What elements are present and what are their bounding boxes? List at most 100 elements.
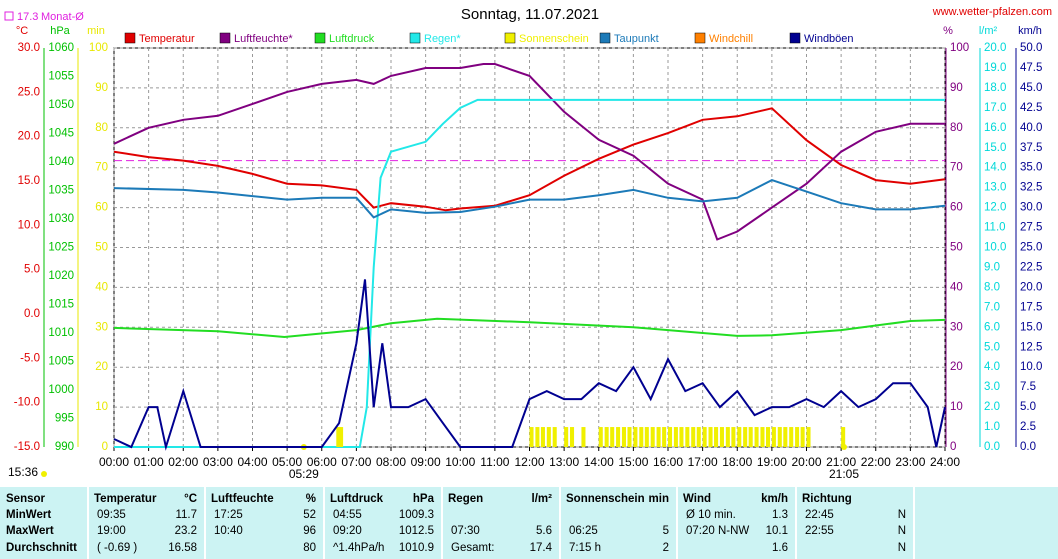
x-tick-label: 16:00 [653, 455, 683, 469]
x-tick-label: 12:00 [514, 455, 544, 469]
legend-label: Sonnenschein [519, 33, 589, 45]
site-link: www.wetter-pfalzen.com [932, 6, 1052, 18]
sunshine-bar [702, 427, 707, 447]
y-tick-label: 70 [950, 162, 963, 174]
y-tick-label: 9.0 [984, 261, 1000, 273]
sunshine-bar [725, 427, 730, 447]
y-tick-label: 12.5 [1020, 341, 1042, 353]
y-tick-label: 1000 [48, 384, 74, 396]
table-cell: 19:00 [97, 525, 126, 537]
y-tick-label: 1020 [48, 270, 74, 282]
sunshine-bar [616, 427, 621, 447]
y-tick-label: 1015 [48, 299, 74, 311]
x-tick-label: 07:00 [341, 455, 371, 469]
legend-label: Taupunkt [614, 33, 659, 45]
y-tick-label: 20 [95, 361, 108, 373]
x-tick-label: 10:00 [445, 455, 475, 469]
table-cell: 16.58 [168, 542, 197, 554]
x-tick-label: 22:00 [861, 455, 891, 469]
table-row-label: MaxWert [6, 525, 54, 537]
sunshine-bar [783, 427, 788, 447]
x-tick-label: 09:00 [411, 455, 441, 469]
sunshine-bar [621, 427, 626, 447]
table-cell: 80 [303, 542, 316, 554]
table-row-label: Sensor [6, 493, 46, 505]
y-tick-label: 2.5 [1020, 421, 1036, 433]
table-cell: 96 [303, 525, 316, 537]
y-tick-label: 0.0 [24, 308, 40, 320]
y-tick-label: 17.5 [1020, 301, 1042, 313]
table-unit: °C [184, 493, 197, 505]
sunshine-bar [662, 427, 667, 447]
x-tick-label: 18:00 [722, 455, 752, 469]
y-tick-label: 15.0 [18, 175, 40, 187]
table-cell: 09:35 [97, 509, 126, 521]
legend-label: Windböen [804, 33, 854, 45]
table-cell: 5.6 [536, 525, 552, 537]
sunshine-bar [668, 427, 673, 447]
y-tick-label: 0.0 [984, 441, 1000, 453]
table-cell: N [898, 509, 906, 521]
sunshine-bar [535, 427, 540, 447]
table-cell: 17.4 [530, 542, 553, 554]
table-cell: 11.7 [175, 509, 197, 521]
y-tick-label: 1055 [48, 71, 74, 83]
table-cell: Ø 10 min. [686, 509, 736, 521]
axis-unit: % [943, 25, 953, 37]
sunshine-bar [696, 427, 701, 447]
table-unit: min [649, 493, 669, 505]
y-tick-label: 1035 [48, 185, 74, 197]
sunshine-bar [691, 427, 696, 447]
legend-swatch [219, 32, 231, 44]
table-cell: 07:30 [451, 525, 480, 537]
legend-swatch [599, 32, 611, 44]
y-tick-label: 10.0 [1020, 361, 1042, 373]
table-unit: % [306, 493, 316, 505]
sunshine-bar [731, 427, 736, 447]
sunshine-bar [743, 427, 748, 447]
sunshine-bar [760, 427, 765, 447]
y-tick-label: 6.0 [984, 321, 1000, 333]
y-tick-label: -15.0 [14, 441, 40, 453]
y-tick-label: 15.0 [984, 142, 1006, 154]
y-tick-label: 19.0 [984, 62, 1006, 74]
y-tick-label: 1005 [48, 356, 74, 368]
sunshine-bar [841, 427, 846, 447]
table-cell: 7:15 h [569, 542, 601, 554]
sunshine-bar [748, 427, 753, 447]
y-tick-label: 5.0 [24, 264, 40, 276]
y-tick-label: 0 [102, 441, 108, 453]
table-cell: 1012.5 [399, 525, 434, 537]
y-tick-label: 50.0 [1020, 42, 1042, 54]
sunshine-bar [650, 427, 655, 447]
sun-marker-label: 21:05 [829, 467, 859, 481]
sunshine-bar [564, 427, 569, 447]
y-tick-label: 90 [950, 82, 963, 94]
y-tick-label: 20.0 [1020, 281, 1042, 293]
legend-swatch [314, 32, 326, 44]
x-tick-label: 15:00 [618, 455, 648, 469]
y-tick-label: 8.0 [984, 281, 1000, 293]
y-tick-label: 7.0 [984, 301, 1000, 313]
y-tick-label: 0 [950, 441, 956, 453]
table-cell: 5 [663, 525, 669, 537]
y-tick-label: 3.0 [984, 381, 1000, 393]
sunshine-bar [679, 427, 684, 447]
y-tick-label: 20.0 [984, 42, 1006, 54]
y-tick-label: 10.0 [984, 242, 1006, 254]
legend-swatch [124, 32, 136, 44]
y-tick-label: 1045 [48, 128, 74, 140]
x-tick-label: 11:00 [480, 455, 509, 469]
y-tick-label: 1025 [48, 242, 74, 254]
y-tick-label: 25.0 [18, 86, 40, 98]
y-tick-label: 30.0 [1020, 202, 1042, 214]
sunshine-bar [737, 427, 742, 447]
y-tick-label: 1050 [48, 99, 74, 111]
sunshine-bar [336, 427, 341, 447]
legend-label: Temperatur [139, 33, 195, 45]
legend-swatch [694, 32, 706, 44]
y-tick-label: 42.5 [1020, 102, 1042, 114]
sunshine-bar [633, 427, 638, 447]
sunshine-bar [765, 427, 771, 447]
sunshine-bar [656, 427, 661, 447]
